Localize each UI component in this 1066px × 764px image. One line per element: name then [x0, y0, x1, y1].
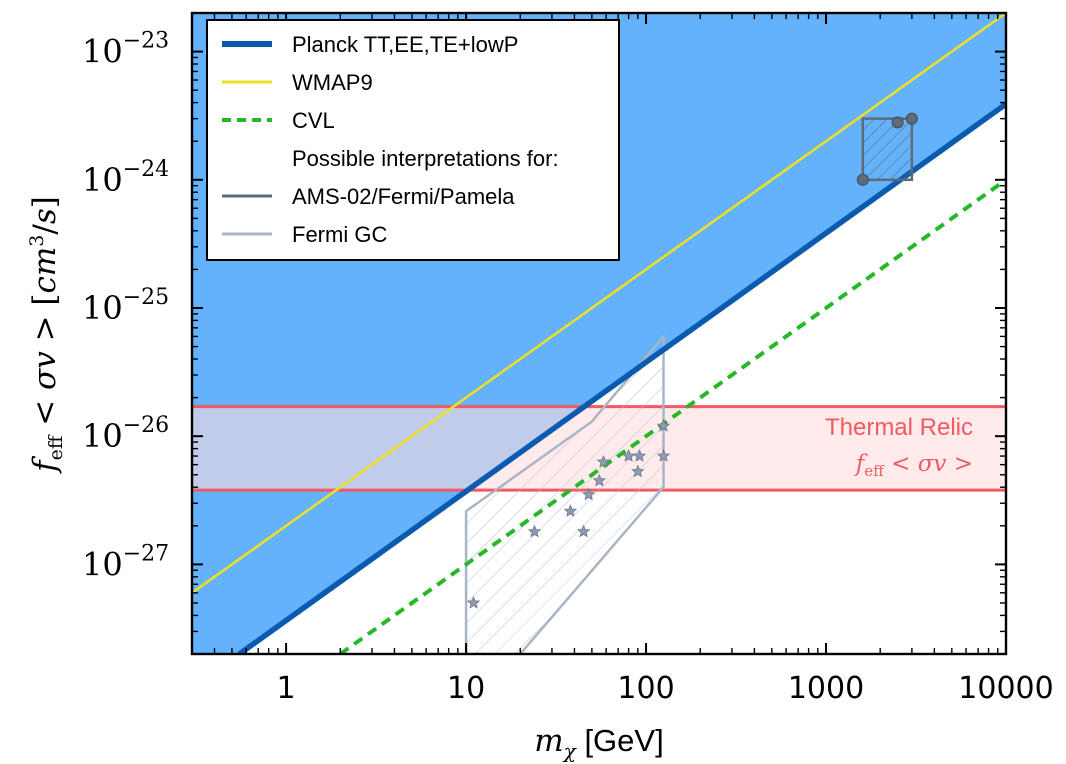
ams-point-1 — [856, 173, 869, 186]
legend-label-cvl: CVL — [292, 108, 335, 133]
fermi-gc-star-8 — [621, 449, 636, 462]
thermal-relic-math-label: feff < σv > — [854, 451, 973, 480]
legend-label-fermi-gc: Fermi GC — [292, 222, 387, 247]
y-tick-label-4: 10−24 — [82, 157, 169, 199]
planck-line — [237, 101, 1006, 654]
fermi-gc-star-6 — [592, 473, 607, 487]
thermal-relic-label: Thermal Relic — [825, 414, 973, 441]
fermi-gc-star-9 — [631, 464, 645, 478]
fermi-gc-star-2 — [527, 524, 542, 538]
ams-interpretation-box — [861, 117, 914, 182]
fermi-gc-star-3 — [563, 504, 578, 517]
legend-label-ams: AMS-02/Fermi/Pamela — [292, 184, 515, 209]
y-tick-label-2: 10−26 — [82, 413, 169, 455]
fermi-gc-star-4 — [576, 524, 591, 538]
x-tick-label-3: 100 — [617, 671, 674, 706]
legend: Planck TT,EE,TE+lowP WMAP9 CVL Possible … — [206, 19, 620, 261]
y-tick-label-1: 10−27 — [82, 541, 169, 583]
x-tick-label-4: 1000 — [788, 671, 864, 706]
fermi-gc-star-10 — [632, 449, 647, 462]
fermi-gc-star-5 — [581, 487, 596, 501]
thermal-relic-annotation: Thermal Relic feff < σv > — [825, 414, 973, 480]
fermi-gc-star-11 — [656, 449, 671, 462]
fermi-gc-star-12 — [656, 418, 671, 432]
plot-frame — [190, 11, 1008, 656]
axes: 1 10 100 1000 10000 10−27 10−26 10−25 10−24 10−23 — [82, 13, 1054, 706]
legend-box — [206, 19, 620, 261]
y-axis-label: feff < σv > [cm3/s] — [26, 196, 67, 474]
ams-point-2 — [891, 116, 904, 129]
cvl-line — [339, 178, 1006, 654]
ams-point-3 — [905, 112, 918, 125]
y-tick-label-5: 10−23 — [82, 29, 169, 71]
wmap9-line — [192, 13, 1006, 594]
fermi-gc-star-1 — [466, 595, 481, 609]
x-tick-label-5: 10000 — [958, 671, 1053, 706]
legend-label-wmap9: WMAP9 — [292, 70, 373, 95]
fermi-gc-star-7 — [596, 454, 611, 468]
legend-interpretations-heading: Possible interpretations for: — [292, 146, 559, 171]
x-tick-label-2: 10 — [447, 671, 485, 706]
legend-label-planck: Planck TT,EE,TE+lowP — [292, 32, 518, 57]
x-tick-label-1: 1 — [277, 671, 296, 706]
y-tick-label-3: 10−25 — [82, 285, 169, 327]
x-axis-label: mχ [GeV] — [534, 723, 663, 763]
